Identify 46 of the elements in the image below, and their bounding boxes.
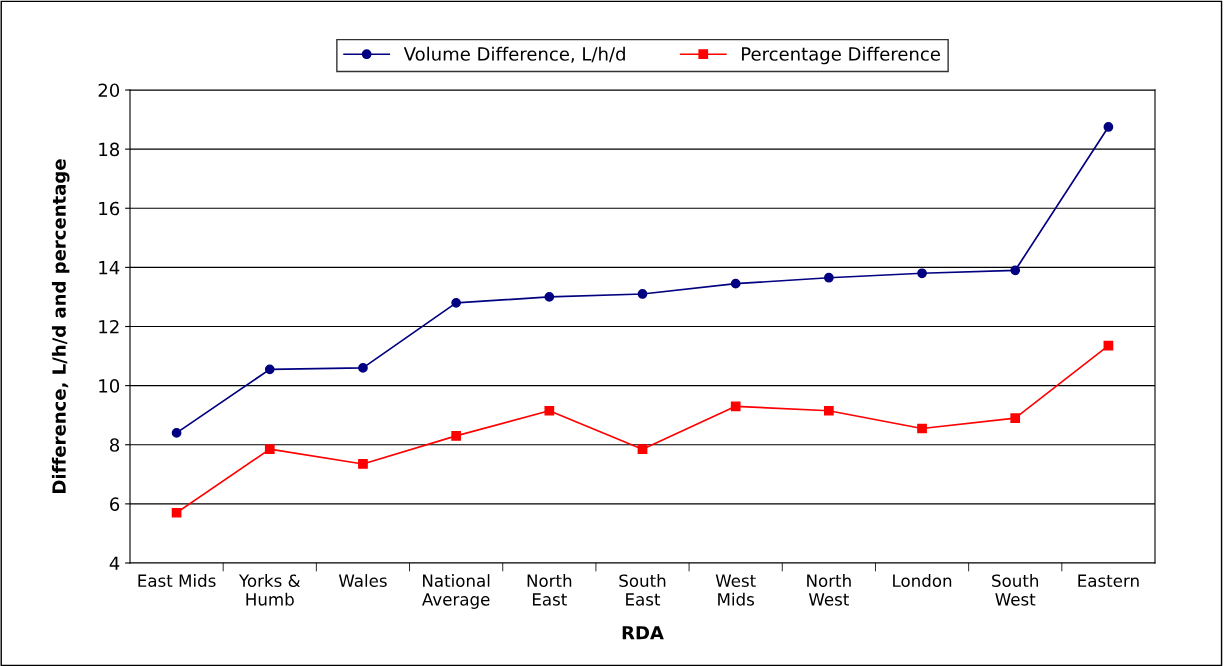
point	[730, 278, 741, 289]
y-tick-label: 16	[99, 201, 120, 216]
y-tick-label: 6	[110, 497, 120, 511]
point	[451, 431, 461, 441]
point	[637, 289, 648, 299]
point	[544, 405, 555, 416]
x-tick-label: South West	[992, 574, 1039, 606]
point	[824, 405, 834, 416]
point	[917, 423, 927, 434]
point	[171, 507, 182, 518]
point	[917, 268, 927, 279]
x-tick-label: South East	[619, 574, 666, 606]
point	[451, 297, 461, 308]
x-tick-label: Wales	[338, 574, 387, 588]
x-tick-label: National Average	[422, 574, 490, 609]
point	[358, 363, 368, 373]
point	[264, 364, 275, 375]
y-tick-label: 10	[99, 379, 120, 393]
point	[544, 292, 555, 302]
legend-label: Volume Difference, L/h/d	[403, 46, 625, 63]
point	[171, 428, 182, 438]
y-tick-label: 20	[98, 83, 120, 98]
x-tick-label: West Mids	[715, 574, 756, 606]
y-tick-label: 8	[110, 438, 120, 452]
y-tick-label: 4	[109, 556, 120, 570]
x-tick-label: East Mids	[138, 574, 216, 588]
point	[1103, 340, 1114, 351]
x-tick-label: North West	[807, 574, 851, 606]
point	[637, 444, 648, 455]
x-tick-label: Eastern	[1078, 574, 1139, 588]
point	[1010, 413, 1021, 424]
x-tick-label: London	[893, 574, 952, 588]
point	[730, 401, 741, 412]
y-axis-title: Difference, L/h/d and percentage	[51, 159, 70, 493]
point	[358, 459, 368, 469]
point	[1010, 265, 1021, 276]
legend-label: Percentage Difference	[742, 46, 940, 65]
x-tick-label: Yorks & Humb	[238, 574, 301, 606]
y-tick-label: 12	[99, 319, 119, 334]
y-tick-label: 18	[99, 142, 120, 157]
point	[1103, 122, 1114, 132]
point	[264, 444, 275, 455]
point	[824, 272, 834, 283]
y-tick-label: 14	[99, 261, 120, 275]
x-tick-label: North East	[527, 574, 572, 606]
x-axis-title: RDA	[622, 626, 664, 640]
